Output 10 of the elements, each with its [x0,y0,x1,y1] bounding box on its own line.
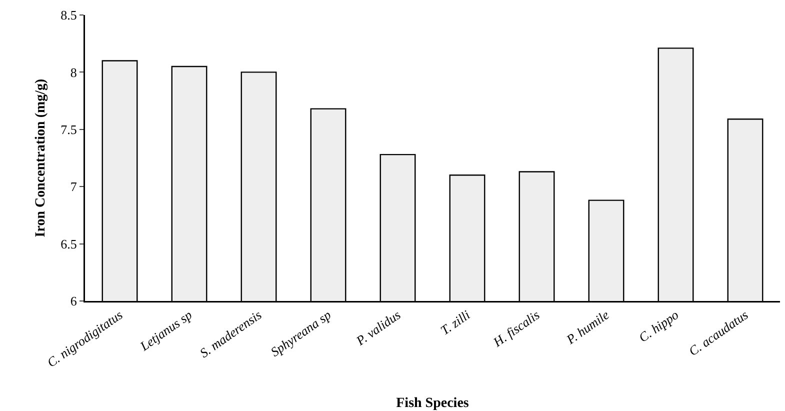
x-axis-title: Fish Species [396,396,470,411]
y-tick-label: 6 [70,294,78,309]
y-tick-label: 6.5 [60,236,77,252]
y-tick-label: 7.5 [60,122,77,137]
x-tick-label: T. zilli [438,306,474,338]
x-tick-label: C. hippo [636,306,682,346]
y-axis-title: Iron Concentration (mg/g) [34,78,48,238]
y-tick-label: 8 [70,64,77,80]
y-tick-label: 8.5 [60,8,77,23]
y-tick-label: 7 [70,179,78,194]
